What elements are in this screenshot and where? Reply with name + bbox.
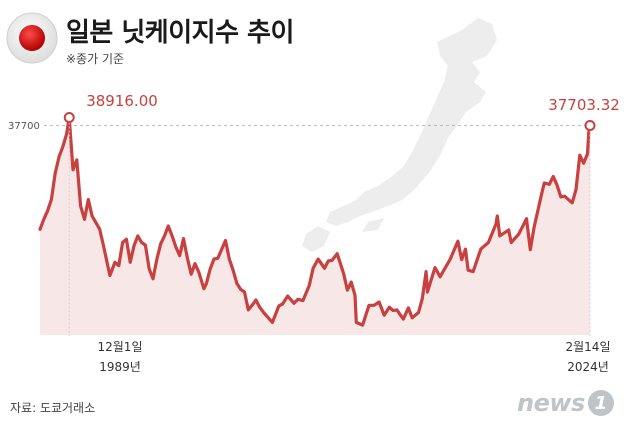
japan-flag-icon	[6, 12, 58, 64]
annotation-latest-date-line1: 2월14일	[566, 340, 611, 354]
annotation-peak-date-line1: 12월1일	[98, 340, 143, 354]
annotation-latest-date-line2: 2024년	[567, 360, 609, 374]
series-layer	[38, 115, 592, 335]
series-line	[38, 115, 592, 327]
page-title: 일본 닛케이지수 추이	[66, 18, 294, 48]
source-note: 자료: 도쿄거래소	[10, 401, 96, 415]
annotation-layer	[63, 111, 596, 336]
japan-map-icon	[302, 18, 497, 252]
annotation-marker-1	[584, 119, 596, 131]
annotation-peak-value: 38916.00	[86, 92, 158, 110]
reference-line-label: 37700	[8, 121, 40, 132]
logo-text: news	[517, 389, 585, 417]
annotation-marker-0	[63, 111, 75, 123]
annotation-latest-value: 37703.32	[548, 96, 620, 114]
news1-logo: news 1	[517, 389, 614, 417]
logo-badge-icon: 1	[587, 390, 614, 416]
annotation-peak-date-line2: 1989년	[99, 360, 141, 374]
page-subtitle: ※종가 기준	[66, 52, 125, 66]
series-area-fill	[40, 117, 590, 335]
